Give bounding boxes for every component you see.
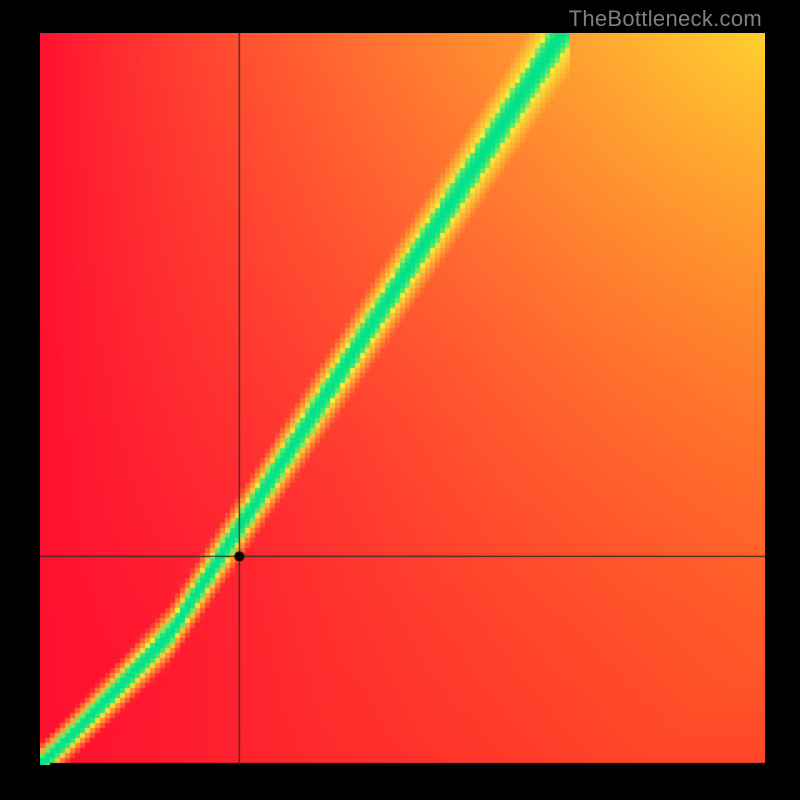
heatmap-plot [40,33,765,765]
watermark: TheBottleneck.com [569,6,762,32]
